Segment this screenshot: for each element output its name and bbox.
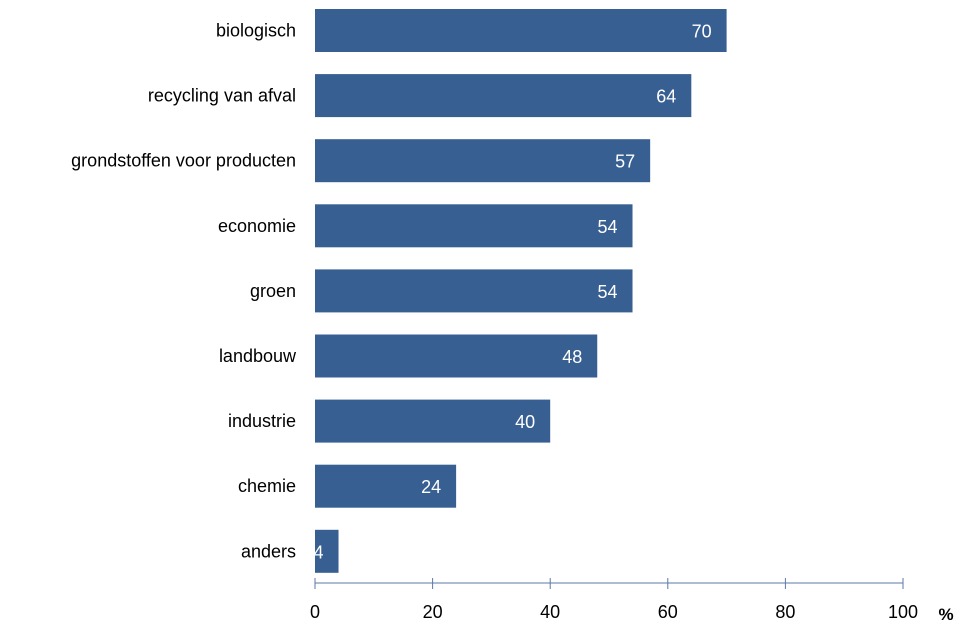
x-axis-tick-label: 0 (310, 602, 320, 622)
bar-value-label: 4 (314, 542, 324, 562)
x-axis-tick-label: 80 (775, 602, 795, 622)
x-axis: 0 20 40 60 80 100 (310, 578, 918, 622)
bar (315, 399, 551, 443)
category-label: biologisch (216, 21, 296, 41)
bar (315, 529, 339, 573)
x-axis-tick-label: 40 (540, 602, 560, 622)
x-axis-tick-label: 60 (658, 602, 678, 622)
bar-value-label: 57 (615, 152, 635, 172)
x-axis-unit-label: % (938, 605, 953, 622)
bar-value-label: 54 (597, 282, 617, 302)
category-label: anders (241, 541, 296, 561)
category-label: grondstoffen voor producten (71, 151, 296, 171)
bar-value-label: 64 (656, 87, 676, 107)
bar (315, 74, 692, 118)
bar (315, 204, 633, 248)
category-label: groen (250, 281, 296, 301)
bar-value-label: 48 (562, 347, 582, 367)
x-axis-tick-label: 20 (423, 602, 443, 622)
bar (315, 464, 457, 508)
x-axis-tick-label: 100 (888, 602, 918, 622)
bar (315, 9, 727, 52)
category-label: recycling van afval (148, 86, 296, 106)
bar (315, 139, 651, 183)
bars-layer: biologisch 70 recycling van afval 64 grondst… (71, 9, 727, 573)
bar-value-label: 54 (597, 217, 617, 237)
category-label: economie (218, 216, 296, 236)
category-label: landbouw (219, 346, 297, 366)
category-label: industrie (228, 411, 296, 431)
bar (315, 269, 633, 313)
bar-value-label: 40 (515, 412, 535, 432)
bar-value-label: 24 (421, 477, 441, 497)
bar-value-label: 70 (692, 22, 712, 42)
category-label: chemie (238, 476, 296, 496)
bar (315, 334, 598, 378)
